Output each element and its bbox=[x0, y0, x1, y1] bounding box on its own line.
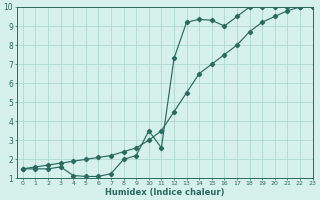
X-axis label: Humidex (Indice chaleur): Humidex (Indice chaleur) bbox=[105, 188, 224, 197]
